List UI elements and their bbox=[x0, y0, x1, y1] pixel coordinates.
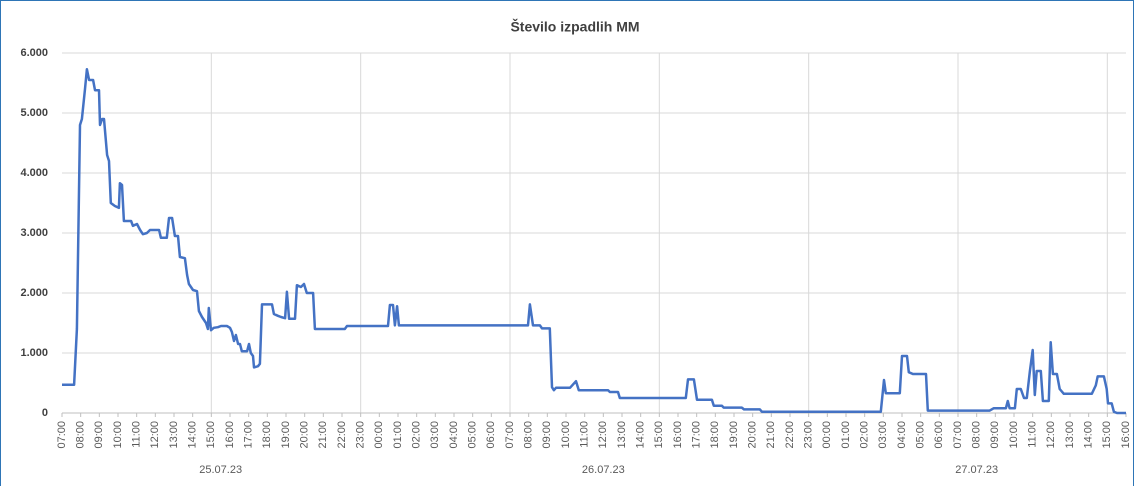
x-tick-label: 00:00 bbox=[821, 421, 833, 449]
x-tick-label: 23:00 bbox=[355, 421, 367, 449]
x-tick-label: 04:00 bbox=[448, 421, 460, 449]
x-tick-label: 19:00 bbox=[728, 421, 740, 449]
x-group-label: 25.07.23 bbox=[199, 464, 242, 476]
x-tick-label: 10:00 bbox=[112, 421, 124, 449]
x-tick-label: 05:00 bbox=[915, 421, 927, 449]
x-group-label: 27.07.23 bbox=[955, 464, 998, 476]
x-tick-label: 14:00 bbox=[187, 421, 199, 449]
y-tick-label: 6.000 bbox=[20, 47, 48, 59]
x-tick-label: 15:00 bbox=[205, 421, 217, 449]
x-tick-label: 10:00 bbox=[560, 421, 572, 449]
x-tick-label: 14:00 bbox=[635, 421, 647, 449]
x-tick-label: 19:00 bbox=[280, 421, 292, 449]
x-tick-label: 16:00 bbox=[224, 421, 236, 449]
x-tick-label: 07:00 bbox=[56, 421, 68, 449]
x-tick-label: 00:00 bbox=[373, 421, 385, 449]
x-tick-label: 08:00 bbox=[523, 421, 535, 449]
x-tick-label: 13:00 bbox=[168, 421, 180, 449]
x-tick-label: 17:00 bbox=[691, 421, 703, 449]
x-tick-label: 11:00 bbox=[131, 421, 143, 448]
x-tick-label: 22:00 bbox=[784, 421, 796, 449]
x-tick-label: 08:00 bbox=[75, 421, 87, 449]
x-tick-label: 15:00 bbox=[1101, 421, 1113, 449]
x-tick-label: 18:00 bbox=[261, 421, 273, 449]
x-tick-label: 11:00 bbox=[1027, 421, 1039, 448]
y-tick-label: 1.000 bbox=[20, 347, 48, 359]
x-tick-label: 01:00 bbox=[392, 421, 404, 449]
x-tick-label: 21:00 bbox=[765, 421, 777, 449]
x-tick-label: 07:00 bbox=[504, 421, 516, 449]
x-tick-label: 12:00 bbox=[1045, 421, 1057, 449]
x-tick-label: 21:00 bbox=[317, 421, 329, 449]
x-tick-label: 16:00 bbox=[1120, 421, 1132, 449]
x-tick-label: 09:00 bbox=[93, 421, 105, 449]
chart-title: Število izpadlih MM bbox=[510, 18, 639, 35]
x-tick-label: 05:00 bbox=[467, 421, 479, 449]
y-tick-label: 4.000 bbox=[20, 167, 48, 179]
x-tick-label: 11:00 bbox=[579, 421, 591, 448]
x-tick-label: 23:00 bbox=[803, 421, 815, 449]
x-tick-label: 20:00 bbox=[299, 421, 311, 449]
x-tick-label: 03:00 bbox=[429, 421, 441, 449]
x-tick-label: 15:00 bbox=[653, 421, 665, 449]
x-tick-label: 02:00 bbox=[859, 421, 871, 449]
x-tick-label: 14:00 bbox=[1083, 421, 1095, 449]
x-tick-label: 09:00 bbox=[989, 421, 1001, 449]
x-tick-label: 06:00 bbox=[933, 421, 945, 449]
x-tick-label: 03:00 bbox=[877, 421, 889, 449]
x-tick-label: 10:00 bbox=[1008, 421, 1020, 449]
x-tick-label: 20:00 bbox=[747, 421, 759, 449]
data-line bbox=[62, 67, 1126, 415]
x-tick-label: 13:00 bbox=[1064, 421, 1076, 449]
x-tick-label: 04:00 bbox=[896, 421, 908, 449]
x-tick-label: 13:00 bbox=[616, 421, 628, 449]
x-tick-label: 16:00 bbox=[672, 421, 684, 449]
x-tick-label: 17:00 bbox=[243, 421, 255, 449]
x-tick-label: 12:00 bbox=[149, 421, 161, 449]
x-tick-label: 02:00 bbox=[411, 421, 423, 449]
x-group-label: 26.07.23 bbox=[582, 464, 625, 476]
x-tick-label: 18:00 bbox=[709, 421, 721, 449]
x-tick-label: 12:00 bbox=[597, 421, 609, 449]
y-tick-label: 0 bbox=[42, 407, 48, 419]
x-tick-label: 07:00 bbox=[952, 421, 964, 449]
x-tick-label: 06:00 bbox=[485, 421, 497, 449]
x-tick-label: 08:00 bbox=[971, 421, 983, 449]
y-tick-label: 5.000 bbox=[20, 107, 48, 119]
y-tick-label: 3.000 bbox=[20, 227, 48, 239]
x-tick-label: 09:00 bbox=[541, 421, 553, 449]
y-tick-label: 2.000 bbox=[20, 287, 48, 299]
x-tick-label: 01:00 bbox=[840, 421, 852, 449]
x-tick-label: 22:00 bbox=[336, 421, 348, 449]
